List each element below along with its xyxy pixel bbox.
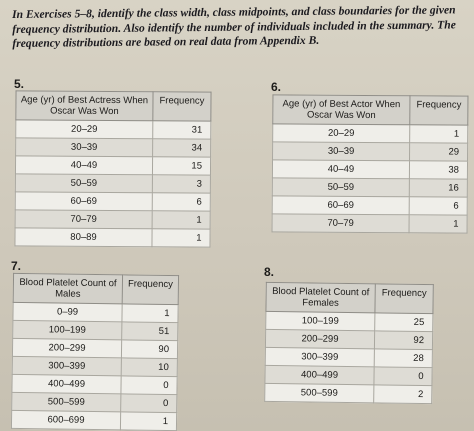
frequency-cell: 6 [409,196,468,216]
table-row: 40–49 38 [272,159,468,180]
column-header-class: Blood Platelet Count of Females [265,282,376,313]
table-row: 30–39 29 [272,141,468,162]
table-row: 20–29 31 [15,119,211,140]
table-row: 80–89 1 [14,227,211,248]
exercise-number-5: 5. [14,77,25,91]
class-cell: 200–299 [12,338,122,358]
class-cell: 300–399 [12,356,122,376]
class-cell: 200–299 [265,329,375,349]
class-cell: 70–79 [15,209,153,229]
class-cell: 70–79 [272,213,410,233]
class-cell: 40–49 [15,155,153,175]
table-row: 600–699 1 [11,410,177,431]
class-cell: 20–29 [272,123,410,143]
class-cell: 500–599 [11,392,121,412]
table-row: 100–199 25 [265,311,433,332]
frequency-cell: 31 [152,120,211,140]
frequency-cell: 16 [409,178,468,198]
table-row: 300–399 10 [12,356,178,377]
frequency-cell: 15 [152,156,211,176]
frequency-cell: 92 [374,330,433,350]
frequency-cell: 28 [374,348,433,368]
class-cell: 50–59 [272,177,410,197]
table-row: 50–59 3 [15,173,211,194]
class-cell: 0–99 [12,302,123,322]
class-cell: 100–199 [265,311,375,331]
frequency-cell: 1 [121,303,179,323]
table-row: 0–99 1 [12,302,179,323]
table-row: 400–499 0 [11,374,178,395]
table-row: 60–69 6 [272,195,468,216]
frequency-cell: 6 [152,192,211,212]
column-header-class: Age (yr) of Best Actress When Oscar Was … [15,90,154,121]
frequency-cell: 1 [409,214,468,234]
frequency-table-5: Age (yr) of Best Actress When Oscar Was … [14,90,212,248]
frequency-cell: 10 [121,357,178,377]
table-row: 500–599 2 [264,383,432,404]
column-header-frequency: Frequency [409,95,468,126]
exercise-number-7: 7. [11,259,22,273]
column-header-class: Age (yr) of Best Actor When Oscar Was Wo… [272,94,410,125]
frequency-cell: 0 [120,375,178,395]
class-cell: 600–699 [11,410,121,430]
column-header-class: Blood Platelet Count of Males [13,273,123,304]
frequency-cell: 29 [409,142,468,162]
class-cell: 400–499 [11,374,122,394]
exercise-number-6: 6. [271,80,282,94]
class-cell: 50–59 [15,173,153,193]
frequency-cell: 1 [151,228,211,248]
table-row: 400–499 0 [264,365,433,386]
table-row: 100–199 51 [12,320,178,341]
class-cell: 300–399 [265,347,375,367]
class-cell: 80–89 [14,227,153,247]
frequency-cell: 90 [121,339,178,359]
table-row: 60–69 6 [15,191,211,212]
class-cell: 60–69 [272,195,410,215]
table-row: 20–29 1 [272,123,468,144]
table-row: 30–39 34 [15,137,211,158]
table-row: 70–79 1 [15,209,211,230]
class-cell: 30–39 [15,137,153,157]
table-row: 200–299 90 [12,338,178,359]
frequency-cell: 25 [374,312,433,332]
table-row: 40–49 15 [15,155,211,176]
table-row: 200–299 92 [265,329,433,350]
frequency-cell: 0 [120,393,177,413]
frequency-cell: 2 [373,384,432,404]
frequency-cell: 3 [152,174,211,194]
exercise-number-8: 8. [264,265,275,279]
frequency-table-6: Age (yr) of Best Actor When Oscar Was Wo… [271,94,469,234]
column-header-frequency: Frequency [374,283,434,314]
class-cell: 60–69 [15,191,153,211]
class-cell: 100–199 [12,320,122,340]
exercise-instructions: In Exercises 5–8, identify the class wid… [12,3,456,50]
class-cell: 20–29 [15,119,153,139]
frequency-cell: 38 [409,160,468,180]
table-row: 70–79 1 [272,213,468,234]
column-header-frequency: Frequency [152,91,212,122]
frequency-cell: 51 [121,321,178,341]
table-row: 300–399 28 [265,347,433,368]
column-header-frequency: Frequency [122,274,179,305]
frequency-cell: 1 [152,210,211,230]
class-cell: 30–39 [272,141,410,161]
frequency-table-7: Blood Platelet Count of Males Frequency … [10,272,180,431]
class-cell: 500–599 [264,383,374,403]
frequency-cell: 1 [120,411,177,431]
frequency-cell: 1 [409,124,468,144]
table-row: 500–599 0 [11,392,177,413]
class-cell: 40–49 [272,159,410,179]
frequency-cell: 0 [373,366,433,386]
frequency-cell: 34 [152,138,211,158]
class-cell: 400–499 [264,365,375,385]
frequency-table-8: Blood Platelet Count of Females Frequenc… [264,281,434,405]
table-row: 50–59 16 [272,177,468,198]
